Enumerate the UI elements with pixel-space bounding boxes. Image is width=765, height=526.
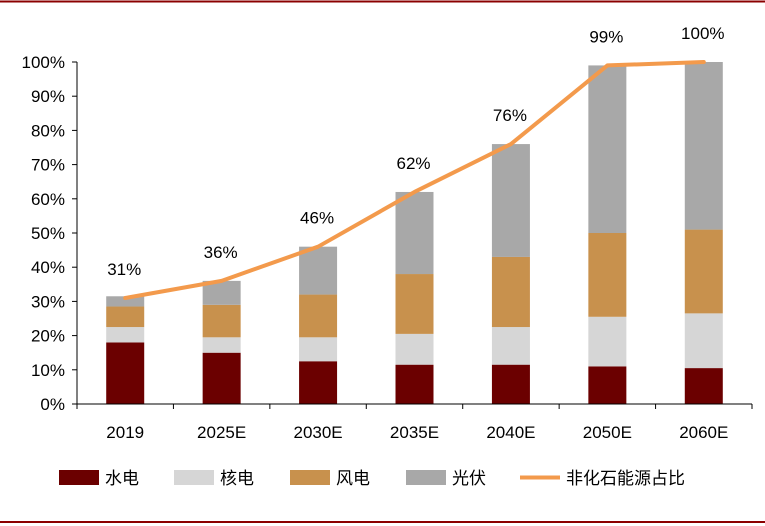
y-axis: 0% 10% 20% 30% 40% 50% 60% 70% 80% 90% 100% — [22, 53, 78, 414]
x-tick-label: 2035E — [390, 423, 439, 442]
bar-segment — [684, 62, 723, 230]
legend-label: 水电 — [105, 469, 139, 489]
bar-segment — [299, 246, 338, 295]
x-tick-label: 2050E — [583, 423, 632, 442]
legend-swatch — [290, 470, 330, 485]
bar-segment — [491, 327, 530, 365]
data-label: 46% — [300, 209, 334, 228]
legend-item: 光伏 — [406, 469, 486, 489]
legend-label: 风电 — [336, 469, 370, 489]
x-tick-label: 2040E — [486, 423, 535, 442]
bar-segment — [299, 294, 338, 338]
x-tick-label: 2019 — [106, 423, 144, 442]
y-tick-label: 20% — [31, 327, 65, 346]
data-label: 100% — [681, 24, 724, 43]
y-tick-label: 50% — [31, 224, 65, 243]
legend: 水电 核电 风电 光伏 非化石能源占比 — [59, 469, 685, 489]
share-point — [123, 296, 127, 300]
bar-segment — [202, 352, 241, 404]
legend-item: 水电 — [59, 469, 139, 489]
x-tick-label: 2060E — [679, 423, 728, 442]
bar-segment — [202, 337, 241, 353]
bar-segment — [202, 280, 241, 305]
bar-segment — [588, 366, 627, 404]
data-label: 36% — [204, 243, 238, 262]
bar-segment — [491, 364, 530, 404]
bar-segment — [491, 144, 530, 257]
bar-segment — [684, 368, 723, 404]
bar-segment — [106, 342, 145, 404]
bar-segment — [588, 233, 627, 317]
bar-segment — [202, 304, 241, 338]
share-point — [702, 60, 706, 64]
legend-label: 非化石能源占比 — [566, 469, 685, 489]
legend-swatch — [406, 470, 446, 485]
y-tick-label: 60% — [31, 190, 65, 209]
bar-segment — [106, 327, 145, 343]
line-layer: 31% 36% 46% 62% 76% 99% 100% — [107, 24, 725, 300]
legend-label: 光伏 — [452, 469, 486, 489]
bars — [106, 62, 723, 404]
share-point — [220, 279, 224, 283]
x-tick-label: 2030E — [293, 423, 342, 442]
bar-segment — [588, 316, 627, 367]
y-tick-label: 10% — [31, 361, 65, 380]
x-tick-label: 2025E — [197, 423, 246, 442]
x-axis: 2019 2025E 2030E 2035E 2040E 2050E 2060E — [76, 403, 753, 442]
bar-segment — [299, 361, 338, 404]
y-tick-label: 0% — [40, 395, 65, 414]
y-tick-label: 100% — [22, 53, 65, 72]
y-tick-label: 30% — [31, 292, 65, 311]
bar-segment — [684, 229, 723, 314]
legend-swatch — [174, 470, 214, 485]
y-tick-label: 40% — [31, 258, 65, 277]
legend-item: 非化石能源占比 — [520, 469, 685, 489]
legend-item: 风电 — [290, 469, 370, 489]
bar-segment — [395, 333, 434, 365]
data-label: 31% — [107, 260, 141, 279]
legend-label: 核电 — [220, 469, 254, 489]
share-point — [413, 190, 416, 194]
bar-segment — [491, 256, 530, 328]
legend-swatch — [59, 470, 99, 485]
bar-segment — [395, 364, 434, 404]
y-tick-label: 70% — [31, 156, 65, 175]
bar-segment — [106, 296, 145, 307]
share-point — [316, 245, 320, 249]
legend-item: 核电 — [174, 469, 254, 489]
bar-segment — [395, 274, 434, 334]
bar-segment — [684, 313, 723, 369]
y-tick-label: 90% — [31, 87, 65, 106]
bar-segment — [106, 306, 145, 328]
data-label: 62% — [396, 154, 430, 173]
share-point — [605, 63, 609, 67]
data-label: 99% — [589, 27, 623, 46]
y-tick-label: 80% — [31, 121, 65, 140]
bar-segment — [299, 337, 338, 362]
share-point — [509, 142, 513, 146]
bar-segment — [588, 65, 627, 233]
bar-segment — [395, 191, 434, 275]
data-label: 76% — [493, 106, 527, 125]
